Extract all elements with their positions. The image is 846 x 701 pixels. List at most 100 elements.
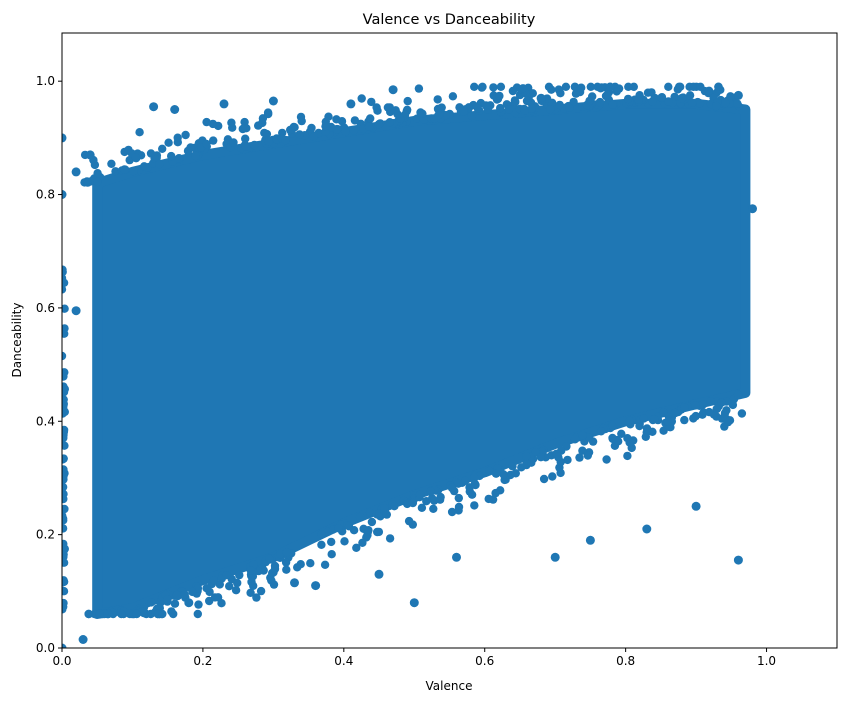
x-axis: 0.0 0.2 0.4 0.6 0.8 1.0 [52,648,776,668]
scatter-point [340,537,349,546]
scatter-point [235,570,244,580]
scatter-point [180,590,189,599]
y-axis: 0.0 0.2 0.4 0.6 0.8 1.0 [36,74,62,655]
scatter-point [552,449,561,458]
scatter-point [62,516,68,525]
scatter-point [246,566,255,575]
scatter-point-outlier [677,93,687,103]
scatter-point [320,560,330,569]
scatter-point [62,324,69,333]
x-tick-label: 0.4 [334,654,353,668]
scatter-point [578,431,587,440]
scatter-point [297,116,306,126]
scatter-point [508,86,518,96]
scatter-point [617,429,626,438]
scatter-point-outlier [268,96,278,106]
scatter-point [642,428,651,437]
scatter-point [380,504,389,513]
scatter-point [459,107,468,116]
scatter-point [434,111,443,120]
scatter-point [461,476,470,486]
scatter-point [441,111,450,120]
scatter-point [595,97,605,107]
scatter-point [447,507,457,517]
scatter-point [246,588,255,597]
scatter-point [382,510,391,519]
scatter-point [62,278,69,287]
scatter-point [484,494,493,504]
scatter-point [663,417,673,426]
scatter-point [265,554,274,564]
scatter-point [491,488,500,498]
scatter-point [357,94,366,103]
scatter-point [721,98,730,108]
scatter-point [659,408,668,417]
scatter-point [181,130,190,140]
scatter-point [227,118,236,127]
scatter-point [90,160,100,170]
scatter-point [111,167,120,176]
scatter-point [164,138,173,147]
scatter-point [252,593,261,602]
scatter-point [62,351,67,361]
scatter-point [473,104,482,113]
scatter-point [685,91,695,100]
scatter-point [415,490,425,499]
scatter-point [522,452,531,461]
scatter-point [62,267,67,277]
scatter-point [454,493,463,503]
scatter-point [608,421,617,431]
scatter-point [62,407,69,417]
scatter-point [238,124,247,134]
scatter-point [229,138,238,147]
scatter-point [520,106,530,115]
scatter-point [585,96,594,106]
scatter-point [547,85,556,94]
scatter-point [62,587,69,596]
scatter-point-outlier [62,190,67,199]
scatter-point [689,82,698,92]
scatter-point [691,411,700,421]
scatter-point-outlier [452,552,461,562]
scatter-point [717,398,726,407]
scatter-point [385,118,394,127]
scatter-point [511,97,520,107]
scatter-point [209,576,219,585]
scatter-point [714,82,723,92]
scatter-point [447,483,457,493]
scatter-point [659,426,668,435]
scatter-point [680,415,689,425]
scatter-point [306,559,315,568]
scatter-point [680,403,689,412]
scatter-point [578,446,587,455]
y-tick-label: 0.2 [36,528,55,542]
scatter-point [289,122,298,132]
scatter-point [470,501,479,510]
scatter-point-outlier [585,535,595,545]
scatter-point-outlier [78,635,88,644]
scatter-point-outlier [388,85,398,95]
scatter-point [107,159,116,168]
scatter-point [536,453,546,462]
scatter-point [556,457,565,467]
scatter-point [565,103,574,113]
scatter-point [583,451,592,460]
scatter-point [117,609,126,619]
scatter-point [62,384,69,394]
scatter-point [563,455,572,465]
scatter-point-cloud [92,98,751,619]
scatter-point [546,105,555,114]
scatter-point [62,504,69,514]
scatter-point [720,408,730,418]
scatter-point [404,516,414,526]
scatter-point [282,548,291,557]
scatter-point [426,487,435,496]
scatter-point [352,543,361,552]
scatter-point [639,414,648,423]
x-tick-label: 1.0 [757,654,776,668]
scatter-point [174,154,184,163]
scatter-point [676,82,685,92]
scatter-point [647,88,656,97]
scatter-point [367,517,377,527]
scatter-point-outlier [62,133,67,143]
